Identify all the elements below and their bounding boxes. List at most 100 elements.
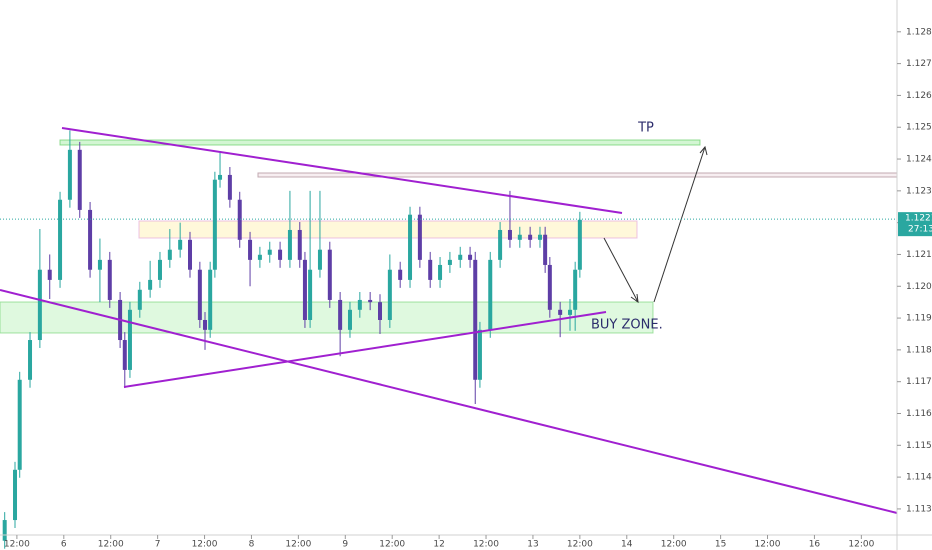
candle-body xyxy=(498,229,503,260)
candle-body xyxy=(398,269,403,280)
candle-body xyxy=(297,229,302,260)
candle-body xyxy=(308,269,313,320)
arrow-head xyxy=(699,145,708,156)
countdown-label: 27:13 xyxy=(908,225,932,235)
candle-body xyxy=(13,469,18,521)
candle-body xyxy=(178,239,183,250)
candle-body xyxy=(127,309,132,370)
x-tick-label: 9 xyxy=(342,540,348,550)
candle-body xyxy=(208,269,213,330)
candle-body xyxy=(317,249,322,270)
x-tick-label: 8 xyxy=(249,540,255,550)
candle-body xyxy=(573,269,578,310)
candle-body xyxy=(267,249,272,255)
candle-body xyxy=(327,249,332,300)
candle-body xyxy=(387,269,392,320)
x-tick-label: 12:00 xyxy=(379,540,405,550)
candle-body xyxy=(347,309,352,330)
candle-body xyxy=(338,299,343,330)
candle-body xyxy=(458,254,463,260)
buy-zone-label: BUY ZONE. xyxy=(591,318,663,333)
trend-line xyxy=(0,289,898,514)
y-tick-label: 1.12700 xyxy=(906,59,932,69)
candle-body xyxy=(218,174,223,180)
x-tick-label: 12:00 xyxy=(567,540,593,550)
candle-body xyxy=(122,340,127,370)
candle-body xyxy=(468,254,473,260)
x-tick-label: 16 xyxy=(809,540,821,550)
candle-body xyxy=(197,269,202,320)
candle-body xyxy=(473,259,478,380)
candle-body xyxy=(97,259,102,270)
y-tick-label: 1.12400 xyxy=(906,155,932,165)
candle-body xyxy=(157,259,162,280)
y-tick-label: 1.11800 xyxy=(906,345,932,355)
arrow-head xyxy=(630,293,639,304)
x-tick-label: 15 xyxy=(715,540,726,550)
x-tick-label: 12:00 xyxy=(848,540,874,550)
candle-body xyxy=(357,299,362,310)
candle-body xyxy=(447,259,452,265)
y-tick-label: 1.11500 xyxy=(906,441,932,451)
y-tick-label: 1.12500 xyxy=(906,123,932,133)
candle-body xyxy=(488,259,493,330)
candle-body xyxy=(248,239,253,260)
candle-body xyxy=(17,379,22,470)
y-tick-label: 1.12000 xyxy=(906,282,932,292)
y-tick-label: 1.12100 xyxy=(906,250,932,260)
candle-body xyxy=(378,302,383,320)
candle-body xyxy=(58,199,63,280)
y-tick-label: 1.11600 xyxy=(906,409,932,419)
candle-body xyxy=(227,174,232,200)
candle-body xyxy=(287,229,292,260)
buy-zone xyxy=(0,301,654,334)
y-tick-label: 1.12800 xyxy=(906,27,932,37)
candle-body xyxy=(577,219,582,270)
x-tick-label: 13 xyxy=(527,540,538,550)
candle-body xyxy=(568,309,573,315)
x-tick-label: 12:00 xyxy=(98,540,124,550)
candle-body xyxy=(28,340,33,380)
candle-body xyxy=(77,149,82,210)
candle-body xyxy=(188,239,193,270)
y-tick-label: 1.12300 xyxy=(906,186,932,196)
x-tick-label: 6 xyxy=(61,540,67,550)
tp-label: TP xyxy=(637,121,654,136)
y-tick-label: 1.11700 xyxy=(906,377,932,387)
x-tick-label: 12:00 xyxy=(755,540,781,550)
candle-body xyxy=(543,234,548,265)
tp-zone xyxy=(59,139,701,146)
candle-body xyxy=(212,179,217,270)
x-tick-label: 12:00 xyxy=(285,540,311,550)
candle-body xyxy=(302,259,307,320)
arrow xyxy=(653,146,706,303)
x-tick-label: 12:00 xyxy=(473,540,499,550)
candle-body xyxy=(67,149,72,200)
last-price-label: 1.12211 xyxy=(905,214,932,224)
x-tick-label: 12 xyxy=(433,540,444,550)
candle-body xyxy=(507,229,512,240)
candle-body xyxy=(278,249,283,260)
candle-body xyxy=(537,234,542,240)
candle-body xyxy=(528,234,533,240)
x-tick-label: 12:00 xyxy=(4,540,30,550)
candle-body xyxy=(517,234,522,240)
resistance-zone xyxy=(138,220,638,239)
candle-body xyxy=(237,199,242,240)
candle-body xyxy=(37,269,42,341)
candle-body xyxy=(107,259,112,300)
trend-line xyxy=(123,311,607,388)
x-tick-label: 14 xyxy=(621,540,633,550)
candle-body xyxy=(47,269,52,280)
y-tick-label: 1.11400 xyxy=(906,473,932,483)
candle-body xyxy=(558,309,563,315)
trend-line xyxy=(61,127,623,214)
trend-lines: TP BUY ZONE. xyxy=(0,121,898,514)
y-tick-label: 1.11900 xyxy=(906,314,932,324)
candle-body xyxy=(167,249,172,260)
arrow xyxy=(603,237,639,303)
candle-body xyxy=(368,299,373,303)
x-tick-label: 7 xyxy=(155,540,161,550)
candle-body xyxy=(417,214,422,260)
x-tick-label: 12:00 xyxy=(192,540,218,550)
